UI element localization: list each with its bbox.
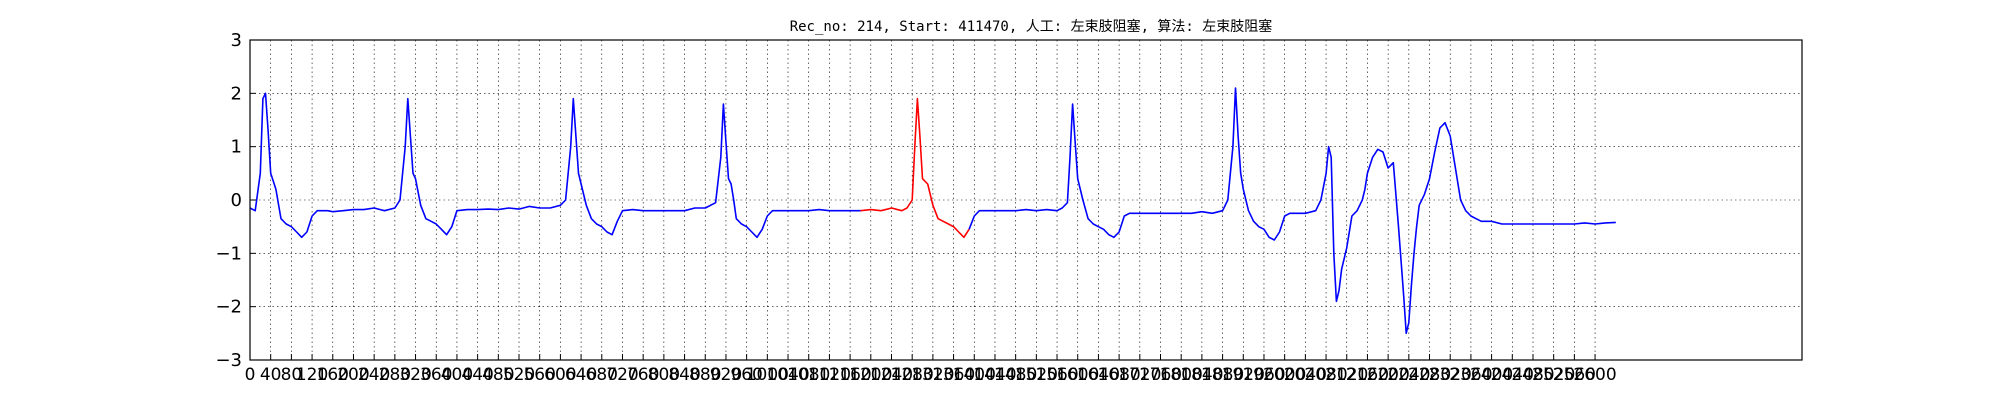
x-tick-label: 440 bbox=[461, 365, 493, 385]
x-tick-label: 1840 bbox=[1180, 365, 1223, 385]
y-tick-label: 3 bbox=[231, 30, 242, 51]
y-tick-label: −1 bbox=[215, 243, 242, 264]
x-tick-label: 2440 bbox=[1491, 365, 1534, 385]
series-group bbox=[249, 87, 1616, 335]
x-tick-label: 1880 bbox=[1201, 365, 1244, 385]
x-tick-label: 2480 bbox=[1511, 365, 1554, 385]
x-tick-label: 160 bbox=[317, 365, 349, 385]
x-tick-label: 1960 bbox=[1242, 365, 1285, 385]
x-tick-label: 240 bbox=[358, 365, 390, 385]
x-tick-label: 120 bbox=[296, 365, 328, 385]
x-tick-label: 760 bbox=[627, 365, 659, 385]
x-tick-label: 2400 bbox=[1470, 365, 1513, 385]
x-tick-label: 560 bbox=[523, 365, 555, 385]
x-tick-label: 1520 bbox=[1015, 365, 1058, 385]
x-tick-label: 1800 bbox=[1160, 365, 1203, 385]
x-tick-label: 2080 bbox=[1304, 365, 1347, 385]
x-tick-label: 80 bbox=[281, 365, 303, 385]
x-tick-label: 2240 bbox=[1387, 365, 1430, 385]
ecg-series-1 bbox=[860, 97, 970, 239]
x-tick-label: 920 bbox=[710, 365, 742, 385]
x-tick-label: 400 bbox=[441, 365, 473, 385]
x-tick-label: 1320 bbox=[911, 365, 954, 385]
x-tick-label: 600 bbox=[544, 365, 576, 385]
x-tick-label: 520 bbox=[503, 365, 535, 385]
x-tick-label: 1760 bbox=[1139, 365, 1182, 385]
x-tick-label: 320 bbox=[399, 365, 431, 385]
y-axis: 3 2 1 0 −1 −2 −3 bbox=[215, 30, 256, 371]
grid bbox=[249, 39, 1802, 361]
x-tick-label: 840 bbox=[668, 365, 700, 385]
x-tick-label: 0 bbox=[245, 365, 256, 385]
y-tick-label: −2 bbox=[215, 297, 242, 318]
x-tick-label: 1560 bbox=[1035, 365, 1078, 385]
x-axis: 0 40 8012016020024028032036040044048052056… bbox=[245, 354, 1617, 385]
x-tick-label: 2360 bbox=[1449, 365, 1492, 385]
x-tick-label: 1400 bbox=[953, 365, 996, 385]
x-tick-label: 1440 bbox=[973, 365, 1016, 385]
x-tick-label: 2040 bbox=[1284, 365, 1327, 385]
x-tick-label: 1920 bbox=[1222, 365, 1265, 385]
x-tick-label: 1280 bbox=[891, 365, 934, 385]
x-tick-label: 880 bbox=[689, 365, 721, 385]
x-tick-label: 1480 bbox=[994, 365, 1037, 385]
x-tick-label: 1360 bbox=[932, 365, 975, 385]
x-tick-label: 480 bbox=[482, 365, 514, 385]
x-tick-label: 1120 bbox=[808, 365, 851, 385]
x-tick-label: 2600 bbox=[1573, 365, 1616, 385]
x-tick-label: 1160 bbox=[828, 365, 871, 385]
x-tick-label: 1720 bbox=[1118, 365, 1161, 385]
chart-title: Rec_no: 214, Start: 411470, 人工: 左束肢阻塞, 算… bbox=[790, 18, 1273, 35]
x-tick-label: 1240 bbox=[870, 365, 913, 385]
y-tick-label: 0 bbox=[231, 190, 242, 211]
x-tick-label: 1080 bbox=[787, 365, 830, 385]
x-tick-label: 640 bbox=[565, 365, 597, 385]
y-tick-label: 2 bbox=[231, 83, 242, 104]
x-tick-label: 2000 bbox=[1263, 365, 1306, 385]
x-tick-label: 720 bbox=[606, 365, 638, 385]
x-tick-label: 1640 bbox=[1077, 365, 1120, 385]
x-tick-label: 800 bbox=[648, 365, 680, 385]
x-tick-label: 360 bbox=[420, 365, 452, 385]
x-tick-label: 680 bbox=[586, 365, 618, 385]
ecg-series-0 bbox=[249, 92, 861, 239]
x-tick-label: 2280 bbox=[1408, 365, 1451, 385]
x-tick-label: 2120 bbox=[1325, 365, 1368, 385]
x-tick-label: 200 bbox=[337, 365, 369, 385]
x-tick-label: 1040 bbox=[766, 365, 809, 385]
y-tick-label: −3 bbox=[215, 350, 242, 371]
x-tick-label: 40 bbox=[260, 365, 282, 385]
x-tick-label: 280 bbox=[379, 365, 411, 385]
x-tick-label: 1000 bbox=[746, 365, 789, 385]
x-tick-label: 1600 bbox=[1056, 365, 1099, 385]
x-tick-label: 2520 bbox=[1532, 365, 1575, 385]
x-tick-label: 2560 bbox=[1553, 365, 1596, 385]
x-tick-label: 1680 bbox=[1097, 365, 1140, 385]
x-tick-label: 960 bbox=[730, 365, 762, 385]
x-tick-label: 1200 bbox=[849, 365, 892, 385]
x-tick-label: 2320 bbox=[1429, 365, 1472, 385]
ecg-series-2 bbox=[968, 87, 1616, 335]
x-tick-label: 2200 bbox=[1367, 365, 1410, 385]
y-tick-label: 1 bbox=[231, 137, 242, 158]
x-tick-label: 2160 bbox=[1346, 365, 1389, 385]
